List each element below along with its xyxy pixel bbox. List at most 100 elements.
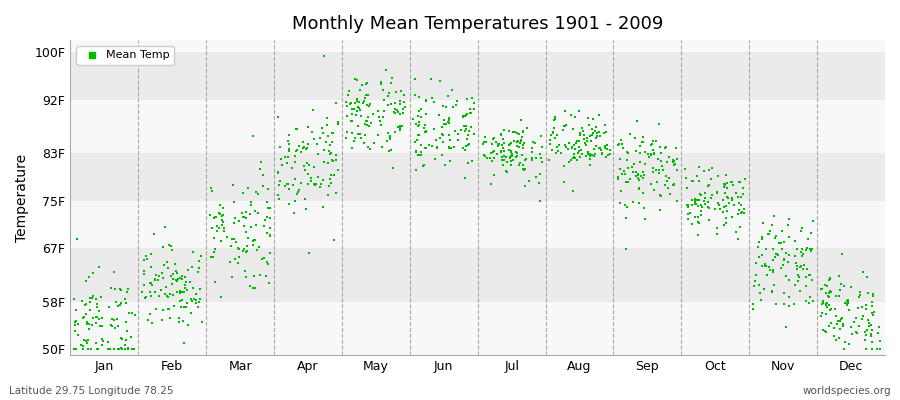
Point xyxy=(462,141,476,148)
Point xyxy=(503,141,517,148)
Point xyxy=(214,238,229,244)
Point xyxy=(824,276,838,282)
Point xyxy=(690,214,705,220)
Point xyxy=(74,342,88,349)
Point xyxy=(70,235,85,242)
Point xyxy=(392,100,407,107)
Point xyxy=(766,257,780,263)
Point xyxy=(161,306,176,312)
Point xyxy=(311,174,326,180)
Point xyxy=(451,137,465,144)
Point xyxy=(281,181,295,188)
Point xyxy=(160,264,175,271)
Point xyxy=(381,130,395,136)
Point xyxy=(310,141,324,147)
Point xyxy=(789,260,804,266)
Point xyxy=(774,240,788,246)
Point xyxy=(641,151,655,158)
Point xyxy=(355,135,369,142)
Point xyxy=(203,254,218,260)
Point xyxy=(587,146,601,152)
Point xyxy=(749,260,763,266)
Point xyxy=(357,98,372,104)
Point xyxy=(647,150,662,156)
Point xyxy=(302,181,316,187)
Point xyxy=(263,232,277,238)
Point xyxy=(514,137,528,143)
Point xyxy=(324,150,338,157)
Point xyxy=(852,294,867,300)
Point xyxy=(243,211,257,218)
Point xyxy=(634,139,649,145)
Point xyxy=(580,115,595,122)
Point xyxy=(86,293,100,299)
Point xyxy=(86,322,100,328)
Point xyxy=(148,230,162,237)
Point xyxy=(822,302,836,309)
Point xyxy=(208,214,222,220)
Point xyxy=(174,275,188,282)
Point xyxy=(644,140,659,147)
Point xyxy=(586,116,600,122)
Point xyxy=(815,298,830,304)
Point xyxy=(383,101,398,107)
Point xyxy=(631,172,645,178)
Point xyxy=(414,149,428,155)
Point xyxy=(819,302,833,308)
Point xyxy=(691,178,706,184)
Point xyxy=(746,300,760,307)
Point xyxy=(350,77,365,83)
Point xyxy=(621,179,635,185)
Point xyxy=(313,134,328,141)
Point xyxy=(686,178,700,184)
Point xyxy=(68,295,82,302)
Point xyxy=(345,130,359,136)
Point xyxy=(418,128,433,135)
Point xyxy=(665,159,680,165)
Point xyxy=(319,139,333,145)
Point xyxy=(429,144,444,151)
Point xyxy=(409,167,423,173)
Point xyxy=(690,173,705,179)
Point xyxy=(251,210,266,217)
Point xyxy=(414,106,428,112)
Point xyxy=(767,282,781,288)
Point xyxy=(801,236,815,242)
Point xyxy=(581,151,596,157)
Point xyxy=(601,152,616,158)
Point xyxy=(377,108,392,114)
Point xyxy=(711,200,725,206)
Point xyxy=(858,329,872,336)
Point xyxy=(282,140,296,147)
Point xyxy=(353,131,367,137)
Point xyxy=(90,300,104,307)
Point xyxy=(617,168,632,174)
Point xyxy=(655,162,670,169)
Point xyxy=(231,218,246,225)
Point xyxy=(460,96,474,102)
Point xyxy=(261,204,275,211)
Point xyxy=(702,217,716,223)
Point xyxy=(244,224,258,230)
Point xyxy=(290,190,304,197)
Point xyxy=(833,315,848,322)
Point xyxy=(619,246,634,252)
Point xyxy=(458,128,473,134)
Point xyxy=(563,111,578,118)
Bar xyxy=(70,153,885,200)
Point xyxy=(374,122,388,128)
Point xyxy=(350,104,365,110)
Point xyxy=(235,210,249,216)
Point xyxy=(344,100,358,106)
Point xyxy=(859,306,873,312)
Point xyxy=(600,146,615,152)
Point xyxy=(239,248,254,254)
Point xyxy=(710,190,724,196)
Point xyxy=(214,293,229,300)
Point xyxy=(794,249,808,255)
Point xyxy=(737,206,751,212)
Point xyxy=(578,140,592,146)
Point xyxy=(755,263,770,269)
Point xyxy=(532,180,546,186)
Point xyxy=(799,245,814,251)
